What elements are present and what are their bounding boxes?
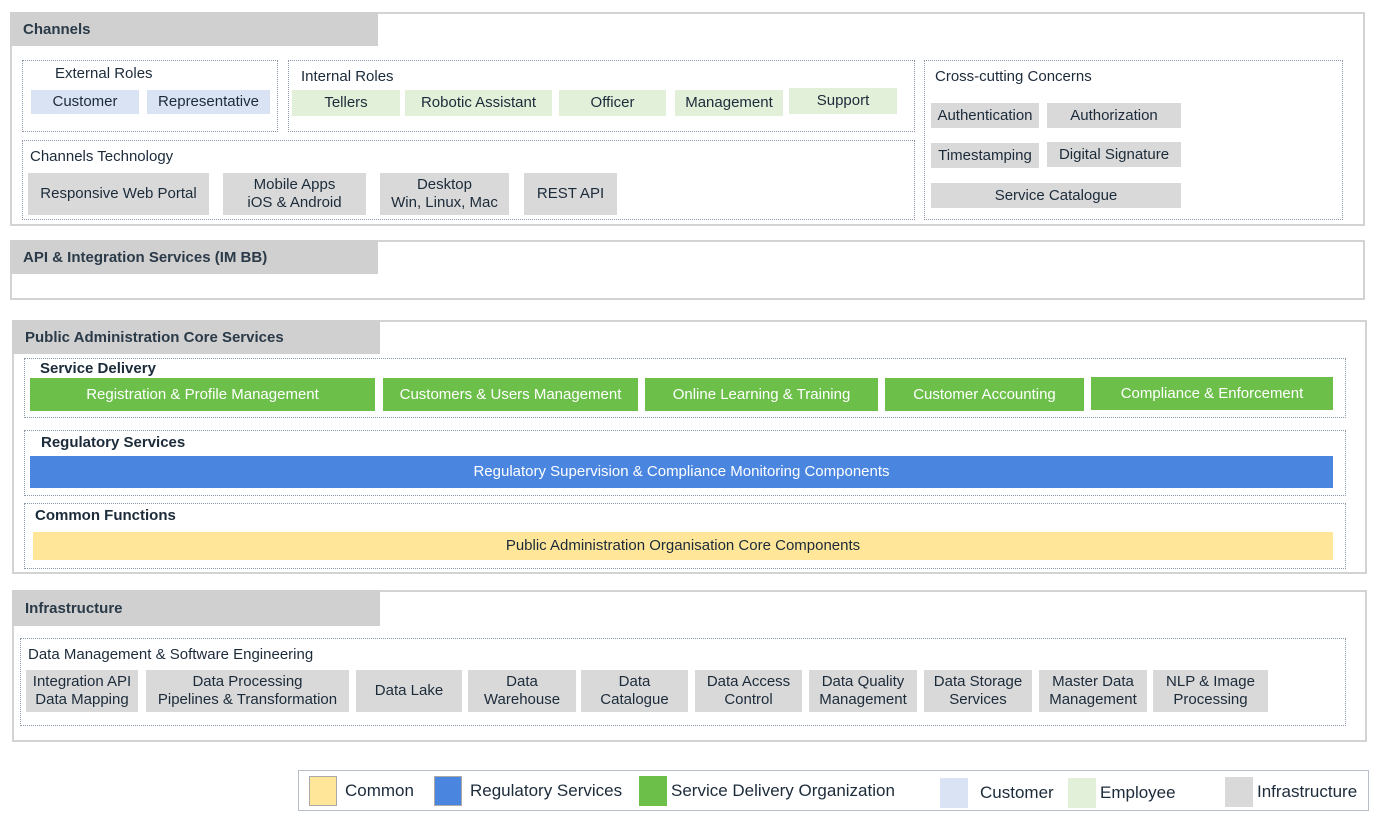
core-section xyxy=(12,320,1367,574)
channels-header: Channels xyxy=(10,12,378,46)
legend-customer: Customer xyxy=(940,778,1054,808)
channels-section xyxy=(10,12,1365,226)
legend-regulatory: Regulatory Services xyxy=(434,776,622,806)
common-components: Public Administration Organisation Core … xyxy=(33,532,1333,560)
role-management: Management xyxy=(675,90,783,116)
dm-data-warehouse: Data Warehouse xyxy=(468,670,576,712)
regulatory-group xyxy=(24,430,1346,496)
common-functions-group xyxy=(24,503,1346,569)
legend-swatch xyxy=(1068,778,1096,808)
legend-label: Infrastructure xyxy=(1257,782,1358,801)
legend xyxy=(298,770,1369,811)
infrastructure-section xyxy=(12,590,1367,742)
sd-customers-users: Customers & Users Management xyxy=(383,378,638,411)
legend-employee: Employee xyxy=(1068,778,1176,808)
dm-data-storage: Data Storage Services xyxy=(924,670,1032,712)
cross-cutting-label: Cross-cutting Concerns xyxy=(935,68,1092,85)
sd-customer-accounting: Customer Accounting xyxy=(885,378,1084,411)
service-catalogue: Service Catalogue xyxy=(931,183,1181,208)
authentication: Authentication xyxy=(931,103,1039,128)
dm-master-data: Master Data Management xyxy=(1039,670,1147,712)
tech-rest-api: REST API xyxy=(524,173,617,215)
service-delivery-label: Service Delivery xyxy=(40,360,156,377)
dm-integration-api: Integration API Data Mapping xyxy=(26,670,138,712)
legend-swatch xyxy=(940,778,968,808)
role-robotic-assistant: Robotic Assistant xyxy=(405,90,552,116)
role-representative: Representative xyxy=(147,90,270,114)
internal-roles-group xyxy=(288,60,915,132)
authorization: Authorization xyxy=(1047,103,1181,128)
digital-signature: Digital Signature xyxy=(1047,142,1181,167)
legend-service-delivery: Service Delivery Organization xyxy=(639,776,895,806)
legend-label: Customer xyxy=(980,783,1054,802)
legend-common: Common xyxy=(309,776,414,806)
sd-compliance: Compliance & Enforcement xyxy=(1091,377,1333,410)
dm-nlp-image: NLP & Image Processing xyxy=(1153,670,1268,712)
legend-swatch xyxy=(434,776,462,806)
cross-cutting-group xyxy=(924,60,1343,220)
common-functions-label: Common Functions xyxy=(35,507,176,524)
timestamping: Timestamping xyxy=(931,143,1039,168)
regulatory-components: Regulatory Supervision & Compliance Moni… xyxy=(30,456,1333,488)
data-management-group xyxy=(20,638,1346,726)
dm-data-catalogue: Data Catalogue xyxy=(581,670,688,712)
role-tellers: Tellers xyxy=(292,90,400,116)
infrastructure-header: Infrastructure xyxy=(12,590,380,626)
channels-technology-label: Channels Technology xyxy=(30,148,174,165)
data-management-label: Data Management & Software Engineering xyxy=(28,646,314,663)
legend-label: Common xyxy=(345,781,414,800)
legend-label: Regulatory Services xyxy=(470,781,623,800)
legend-infrastructure: Infrastructure xyxy=(1225,777,1357,807)
channels-technology-group xyxy=(22,140,915,220)
dm-data-access: Data Access Control xyxy=(695,670,802,712)
legend-swatch xyxy=(309,776,337,806)
role-customer: Customer xyxy=(31,90,139,114)
tech-desktop: Desktop Win, Linux, Mac xyxy=(380,173,509,215)
role-support: Support xyxy=(789,88,897,114)
sd-online-learning: Online Learning & Training xyxy=(645,378,878,411)
tech-mobile-apps: Mobile Apps iOS & Android xyxy=(223,173,366,215)
dm-data-lake: Data Lake xyxy=(356,670,462,712)
role-officer: Officer xyxy=(559,90,666,116)
core-header: Public Administration Core Services xyxy=(12,320,380,354)
sd-registration: Registration & Profile Management xyxy=(30,378,375,411)
legend-label: Employee xyxy=(1100,783,1176,802)
external-roles-group xyxy=(22,60,278,132)
api-header: API & Integration Services (IM BB) xyxy=(10,240,378,274)
regulatory-label: Regulatory Services xyxy=(41,434,186,451)
internal-roles-label: Internal Roles xyxy=(301,68,394,85)
external-roles-label: External Roles xyxy=(55,65,153,82)
service-delivery-group xyxy=(24,358,1346,418)
tech-web-portal: Responsive Web Portal xyxy=(28,173,209,215)
legend-swatch xyxy=(1225,777,1253,807)
dm-data-processing: Data Processing Pipelines & Transformati… xyxy=(146,670,349,712)
legend-label: Service Delivery Organization xyxy=(671,781,895,800)
legend-swatch xyxy=(639,776,667,806)
dm-data-quality: Data Quality Management xyxy=(809,670,917,712)
